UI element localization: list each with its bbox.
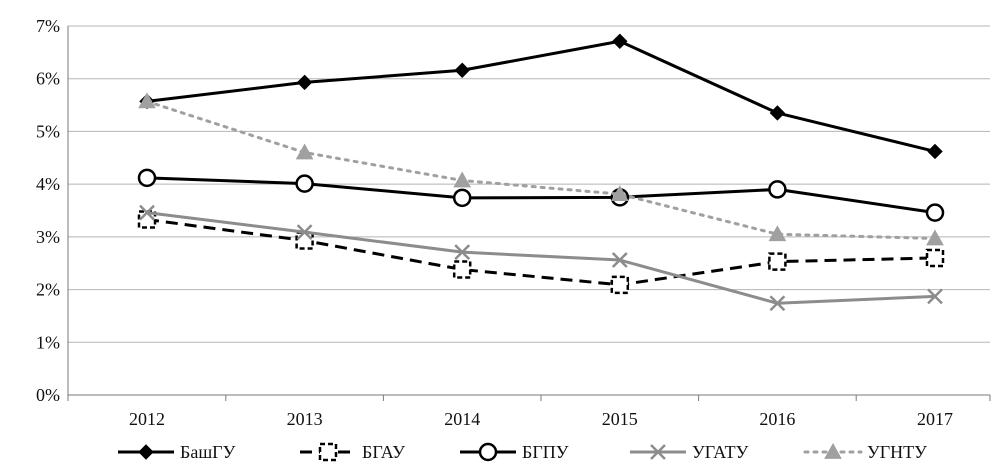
legend-label: УГАТУ — [692, 442, 749, 462]
data-point — [610, 275, 630, 295]
data-point — [610, 185, 629, 202]
data-point — [768, 252, 787, 271]
x-tick-label: 2014 — [444, 409, 480, 429]
legend: БашГУ БГАУ БГПУ УГАТУ УГНТУ — [118, 442, 927, 462]
gridlines — [68, 25, 990, 343]
series-layer — [137, 33, 945, 312]
data-point — [296, 224, 313, 240]
y-tick-label: 0% — [36, 385, 60, 405]
data-point — [768, 225, 787, 242]
data-point — [295, 143, 314, 160]
data-point — [453, 171, 472, 188]
data-point — [926, 229, 944, 246]
data-point — [295, 231, 314, 250]
y-tick-label: 3% — [36, 227, 60, 247]
series-2 — [137, 168, 945, 222]
axes: 0% 1% 2% 3% 4% 5% 6% 7% 2012 2013 2014 2015 2016 2017 — [36, 16, 991, 429]
data-point — [925, 248, 945, 268]
data-point — [452, 260, 472, 279]
data-point — [611, 252, 628, 268]
x-tick-label: 2017 — [917, 409, 953, 429]
data-point — [769, 295, 786, 312]
y-tick-label: 1% — [36, 332, 60, 352]
series-0 — [139, 33, 943, 160]
y-tick-label: 5% — [36, 121, 60, 141]
legend-marker — [138, 444, 154, 460]
legend-marker — [478, 442, 498, 462]
y-tick-label: 2% — [36, 280, 60, 300]
legend-marker — [318, 442, 338, 462]
x-tick-label: 2013 — [287, 409, 323, 429]
x-tick-label: 2012 — [129, 409, 165, 429]
y-tick-label: 6% — [36, 69, 60, 89]
data-point — [137, 168, 157, 188]
legend-marker — [824, 442, 842, 459]
legend-label: БашГУ — [180, 442, 236, 462]
series-line — [146, 39, 936, 153]
legend-label: УГНТУ — [867, 442, 927, 462]
legend-item: УГНТУ — [803, 442, 927, 462]
y-tick-label: 4% — [36, 174, 60, 194]
data-point — [138, 92, 156, 109]
data-point — [452, 188, 472, 208]
legend-label: БГАУ — [362, 442, 405, 462]
series-line — [146, 176, 936, 215]
legend-item: БашГУ — [118, 442, 236, 462]
data-point — [612, 33, 628, 49]
data-point — [454, 62, 470, 78]
legend-item: БГПУ — [460, 442, 569, 462]
data-point — [927, 288, 943, 305]
legend-label: БГПУ — [522, 442, 569, 462]
series-line — [145, 99, 937, 240]
data-point — [925, 203, 945, 222]
data-point — [296, 74, 313, 91]
series-3 — [139, 204, 943, 312]
legend-item: БГАУ — [300, 442, 405, 462]
x-tick-label: 2015 — [602, 409, 638, 429]
data-point — [454, 244, 471, 261]
data-point — [768, 180, 787, 199]
data-point — [769, 105, 786, 121]
legend-marker — [650, 444, 666, 460]
series-4 — [138, 92, 944, 246]
x-tick-label: 2016 — [759, 409, 795, 429]
data-point — [295, 174, 314, 193]
series-line — [146, 211, 936, 305]
legend-item: УГАТУ — [630, 442, 749, 462]
series-line — [146, 217, 936, 287]
y-tick-label: 7% — [36, 16, 60, 36]
series-1 — [137, 210, 945, 295]
data-point — [927, 143, 943, 160]
data-point — [139, 204, 155, 221]
